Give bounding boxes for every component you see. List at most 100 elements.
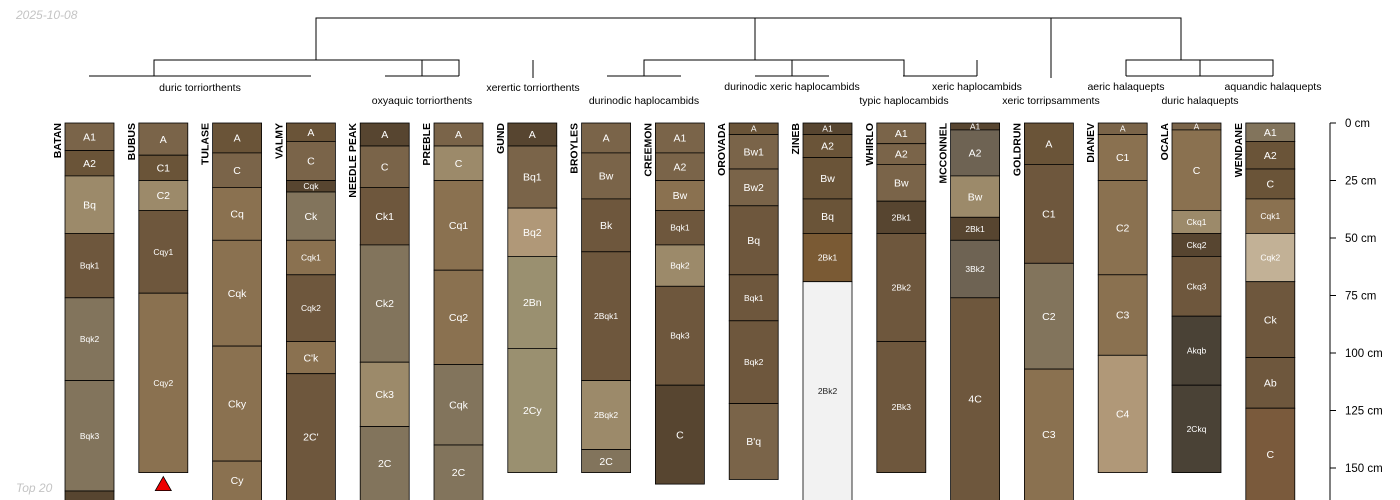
- horizon-label: A: [381, 129, 388, 141]
- horizon: [950, 175, 1000, 218]
- horizon-label: C: [307, 156, 315, 168]
- horizon-label: C: [676, 429, 684, 441]
- horizon-label: C: [455, 158, 463, 170]
- horizon-label: Bqk3: [670, 331, 690, 341]
- horizon-label: Bw: [968, 191, 983, 203]
- horizon-label: 2C: [378, 458, 392, 470]
- horizon-label: Cqk1: [301, 253, 321, 263]
- horizon-label: Cqk2: [301, 303, 321, 313]
- taxa-labels: duric torriorthents oxyaquic torriorthen…: [159, 81, 1321, 107]
- taxon-label: durinodic haplocambids: [589, 95, 699, 107]
- depth-tick-label: 100 cm: [1345, 348, 1383, 360]
- horizon: [285, 140, 336, 181]
- profile-broyles: A Bw Bk 2Bqk1 2Bqk2 2C BROYLES: [569, 122, 631, 474]
- horizon: [655, 209, 705, 246]
- horizon: [655, 244, 705, 287]
- horizon-label: 2Bqk1: [594, 311, 618, 321]
- horizon-label: A: [1120, 124, 1126, 134]
- profile-preble: A C Cq1 Cq2 Cqk 2C PREBLE: [421, 122, 484, 500]
- horizon: [802, 232, 853, 283]
- taxon-label: oxyaquic torriorthents: [372, 95, 472, 107]
- horizon-label: A1: [970, 121, 981, 131]
- horizon-label: 2Bk1: [892, 212, 912, 222]
- horizon: [802, 281, 853, 500]
- horizon-label: Cqk2: [1260, 253, 1280, 263]
- horizon-label: A2: [821, 141, 834, 153]
- horizon-label: Cy: [231, 475, 245, 487]
- horizon-label: A1: [822, 124, 833, 134]
- horizon: [1171, 384, 1222, 474]
- horizon: [212, 122, 263, 154]
- horizon-label: 2Bk2: [818, 386, 838, 396]
- horizon-label: Bw: [894, 177, 909, 189]
- horizon: [1024, 262, 1074, 370]
- profile-name: DIANEV: [1085, 123, 1097, 163]
- horizon-label: Bq: [821, 211, 834, 223]
- dendrogram-lines: [89, 17, 1274, 78]
- horizon-label: C1: [1116, 152, 1130, 164]
- horizon: [876, 163, 927, 202]
- horizon: [359, 186, 410, 246]
- horizon-label: Bk: [600, 220, 613, 232]
- horizon-label: A1: [895, 128, 908, 140]
- profile-name: BUBUS: [126, 123, 138, 160]
- horizon-label: C3: [1042, 429, 1056, 441]
- horizon-label: C4: [1116, 409, 1130, 421]
- horizon: [581, 198, 631, 253]
- profile-name: OCALA: [1159, 123, 1171, 161]
- profile-valmy: A C Cqk Ck Cqk1 Cqk2 C'k 2C' VALMY: [273, 122, 336, 500]
- taxon-label: xeric torripsamments: [1002, 95, 1099, 107]
- horizon-label: Cq: [230, 209, 244, 221]
- horizon: [285, 191, 336, 241]
- soil-profiles: A1 A2 Bq Bqk1 Bqk2 Bqk3 BATAN A C1 C2 Cqy1 Cqy2 BUBU…: [52, 121, 1296, 500]
- profile-name: VALMY: [273, 123, 285, 159]
- horizon: [359, 361, 410, 428]
- horizon-label: C: [1267, 179, 1275, 191]
- taxon-label: aeric halaquepts: [1087, 81, 1164, 93]
- profile-name: NEEDLE PEAK: [347, 123, 359, 198]
- horizon-label: 2Ckq: [1187, 424, 1207, 434]
- horizon-label: Ckq1: [1187, 217, 1207, 227]
- depth-tick-label: 25 cm: [1345, 176, 1376, 188]
- profile-name: TULASE: [200, 123, 212, 165]
- depth-tick-label: 75 cm: [1345, 291, 1376, 303]
- profile-orovada: A Bw1 Bw2 Bq Bqk1 Bqk2 B'q OROVADA: [716, 123, 779, 480]
- horizon: [728, 205, 779, 276]
- horizon-label: Bqk3: [80, 431, 100, 441]
- profile-name: WHIRLO: [864, 123, 876, 166]
- horizon-label: A: [307, 127, 314, 139]
- horizon: [1024, 368, 1074, 500]
- horizon-label: A2: [83, 158, 96, 170]
- horizon-label: A: [1045, 138, 1052, 150]
- horizon: [1245, 407, 1296, 500]
- taxon-label: xeric haplocambids: [932, 81, 1022, 93]
- horizon: [212, 186, 263, 241]
- profile-name: PREBLE: [421, 123, 433, 166]
- horizon-label: 2Bk1: [965, 224, 985, 234]
- horizon: [359, 145, 410, 188]
- profile-bubus: A C1 C2 Cqy1 Cqy2 BUBUS: [126, 122, 189, 492]
- horizon: [138, 292, 189, 474]
- horizon: [876, 200, 927, 234]
- horizon-label: 2Bk1: [818, 253, 838, 263]
- horizon: [64, 150, 115, 177]
- profile-name: BATAN: [52, 123, 64, 158]
- horizon-label: Ck3: [375, 389, 394, 401]
- profile-ocala: A C Ckq1 Ckq2 Ckq3 Akqb 2Ckq OCALA: [1159, 121, 1222, 474]
- horizon-label: Cq2: [449, 312, 468, 324]
- horizon: [212, 460, 263, 500]
- horizon-label: Ckq2: [1187, 240, 1207, 250]
- horizon: [802, 157, 853, 200]
- horizon: [64, 297, 115, 381]
- horizon-label: Ab: [1264, 378, 1277, 390]
- horizon-label: Bq2: [523, 227, 542, 239]
- profile-name: CREEMON: [642, 123, 654, 177]
- horizon: [1245, 357, 1296, 409]
- horizon-label: Bw1: [743, 146, 764, 158]
- depth-tick-label: 125 cm: [1345, 406, 1383, 418]
- profile-name: GOLDRUN: [1011, 123, 1023, 176]
- profile-whirlo: A1 A2 Bw 2Bk1 2Bk2 2Bk3 WHIRLO: [864, 122, 927, 474]
- depth-axis: 0 cm 25 cm 50 cm 75 cm 100 cm 125 cm 150 cm: [1329, 118, 1383, 500]
- profile-needle-peak: A C Ck1 Ck2 Ck3 2C NEEDLE PEAK: [347, 123, 410, 500]
- horizon-label: 2Bk3: [892, 402, 912, 412]
